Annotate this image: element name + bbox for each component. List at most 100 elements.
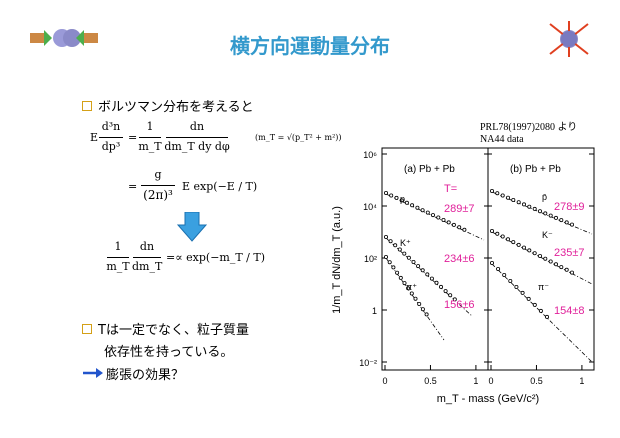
data-point: [569, 270, 574, 275]
data-point: [416, 264, 421, 269]
data-point: [553, 215, 558, 220]
data-point: [409, 291, 414, 296]
data-point: [508, 278, 513, 283]
data-point: [538, 308, 543, 313]
data-point: [559, 218, 564, 223]
data-point: [394, 195, 399, 200]
y-tick-label: 10⁶: [363, 150, 377, 160]
data-point: [500, 193, 505, 198]
data-point: [489, 229, 494, 234]
arrow-note-text: 膨張の効果？: [106, 368, 185, 383]
reference-line2: NA44 data: [480, 134, 524, 145]
data-point: [406, 286, 411, 291]
data-point: [527, 248, 532, 253]
eq-frac2-num: 1: [146, 120, 154, 133]
data-point: [564, 220, 569, 225]
data-point: [399, 198, 404, 203]
y-tick-label: 10⁻²: [359, 358, 377, 368]
T-value: 278±9: [554, 201, 585, 213]
data-point: [527, 204, 532, 209]
data-point: [511, 240, 516, 245]
y-tick-label: 10⁴: [363, 202, 377, 212]
data-point: [417, 301, 422, 306]
fit-line: [385, 257, 445, 341]
eq-line2-rest: E exp(−E / T): [182, 180, 258, 193]
data-point: [391, 265, 396, 270]
collision-graphic-left: [30, 29, 98, 47]
explosion-graphic-right: [549, 21, 589, 57]
eq-frac1-den: dp³: [101, 140, 121, 153]
eq-frac2-line: [139, 137, 161, 138]
data-point: [429, 276, 434, 281]
eq-equals-1: =: [128, 131, 138, 144]
panel-b-label: (b) Pb + Pb: [510, 164, 561, 175]
data-point: [443, 289, 448, 294]
y-tick-label: 10²: [364, 254, 377, 264]
eq-line2-line: [141, 185, 175, 186]
bullet-text-2-line1: Tは一定でなく、粒子質量: [98, 323, 249, 338]
data-point: [436, 215, 441, 220]
data-point: [393, 243, 398, 248]
data-point: [505, 237, 510, 242]
data-point: [526, 296, 531, 301]
data-point: [387, 260, 392, 265]
eq-frac3-den: dm_T dy dφ: [164, 140, 230, 153]
data-point: [431, 213, 436, 218]
x-tick-label: 0: [382, 376, 387, 386]
data-point: [489, 261, 494, 266]
eq-frac1-line: [99, 137, 123, 138]
eq-E: E: [90, 131, 99, 144]
data-point: [543, 211, 548, 216]
T-value: 235±7: [554, 247, 585, 259]
data-point: [411, 260, 416, 265]
data-point: [502, 272, 507, 277]
eq-line3-num1: 1: [114, 240, 122, 253]
species-label: p: [400, 194, 405, 204]
data-point: [420, 307, 425, 312]
eq-line3-line2: [133, 257, 161, 258]
data-point: [462, 227, 467, 232]
species-label: K⁻: [542, 230, 553, 240]
data-point: [457, 225, 462, 230]
data-point: [420, 208, 425, 213]
y-tick-label: 1: [372, 306, 377, 316]
data-point: [514, 284, 519, 289]
data-point: [402, 281, 407, 286]
data-point: [537, 209, 542, 214]
reference-line1: PRL78(1997)2080 より: [480, 122, 578, 133]
slide-title: 横方向運動量分布: [230, 34, 390, 58]
T-label: T=: [444, 183, 457, 195]
reference: PRL78(1997)2080 より NA44 data: [480, 122, 577, 146]
data-point: [441, 218, 446, 223]
eq-line3-rest: =∝ exp(−m_T / T): [166, 251, 266, 264]
eq-line3-num2: dn: [139, 240, 155, 253]
data-point: [553, 262, 558, 267]
data-point: [520, 290, 525, 295]
data-point: [448, 293, 453, 298]
data-point: [397, 247, 402, 252]
down-arrow-icon: [177, 212, 207, 242]
data-point: [505, 195, 510, 200]
eq-equals-2: =: [128, 180, 138, 193]
T-value: 289±7: [444, 203, 475, 215]
x-tick-label: 0: [488, 376, 493, 386]
data-point: [564, 267, 569, 272]
x-tick-label: 1: [473, 376, 478, 386]
data-point: [434, 280, 439, 285]
x-tick-label: 1: [579, 376, 584, 386]
data-point: [495, 231, 500, 236]
data-point: [384, 191, 389, 196]
bullet-square-2: [82, 324, 92, 334]
data-point: [511, 198, 516, 203]
data-point: [415, 205, 420, 210]
data-point: [489, 189, 494, 194]
data-point: [543, 256, 548, 261]
eq-frac3-num: dn: [189, 120, 205, 133]
data-point: [516, 200, 521, 205]
data-point: [406, 255, 411, 260]
data-point: [413, 296, 418, 301]
data-point: [537, 254, 542, 259]
eq-line2-num: g: [154, 168, 162, 181]
data-point: [451, 222, 456, 227]
